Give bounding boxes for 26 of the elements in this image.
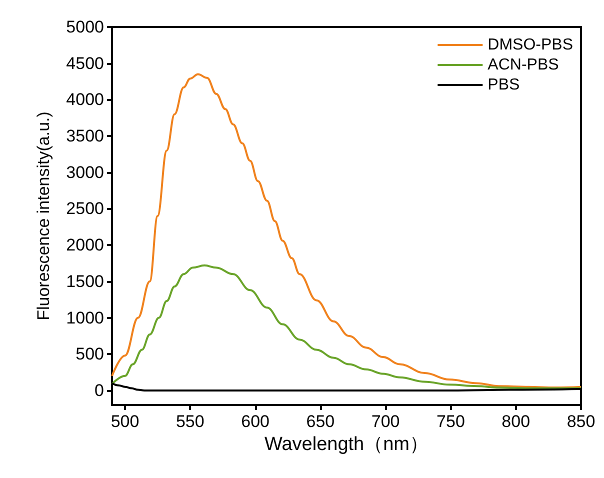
y-tick-label: 4000 [66, 90, 104, 110]
x-tick-label: 650 [306, 412, 335, 431]
x-tick-label: 850 [566, 412, 596, 431]
legend-label: DMSO-PBS [488, 36, 573, 54]
x-tick-label: 550 [176, 412, 204, 431]
y-tick-label: 4500 [66, 54, 104, 73]
y-tick-label: 0 [94, 380, 104, 400]
line-series [111, 264, 582, 390]
y-tick-label: 3000 [66, 162, 104, 182]
y-axis-title: Fluorescence intensity(a.u.) [34, 112, 53, 320]
line-series [111, 73, 582, 389]
x-axis-title: Wavelength（nm） [264, 434, 429, 455]
legend-label: ACN-PBS [488, 56, 559, 74]
x-tick-label: 500 [110, 412, 140, 431]
legend-label: PBS [488, 76, 520, 94]
x-tick-label: 750 [436, 412, 465, 431]
y-tick-label: 5000 [66, 18, 104, 36]
y-tick-label: 1000 [66, 308, 104, 328]
y-tick-label: 2500 [66, 199, 104, 218]
x-tick-label: 600 [241, 412, 270, 431]
y-tick-label: 2000 [66, 236, 104, 255]
x-tick-label: 800 [502, 412, 530, 431]
y-tick-label: 500 [76, 344, 104, 364]
x-tick-label: 700 [371, 412, 400, 431]
y-tick-label: 3500 [66, 126, 104, 146]
y-tick-label: 1500 [66, 272, 104, 291]
